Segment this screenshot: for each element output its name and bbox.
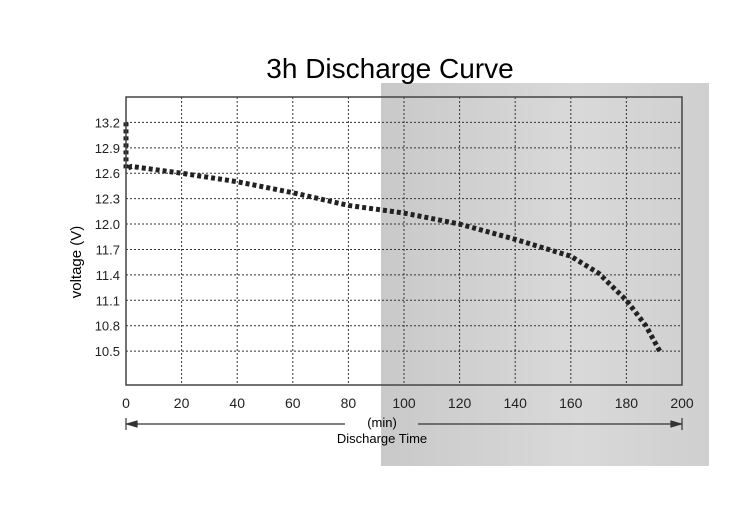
y-tick-label: 11.7: [96, 242, 120, 257]
y-tick-label: 11.1: [96, 293, 120, 308]
x-tick-label: 40: [229, 395, 245, 411]
y-tick-label: 10.8: [95, 319, 120, 334]
y-axis-label: voltage (V): [68, 226, 85, 299]
x-tick-label: 60: [285, 395, 301, 411]
x-tick-label: 180: [615, 395, 639, 411]
x-axis-label: Discharge Time: [337, 431, 427, 446]
y-tick-label: 12.6: [95, 166, 120, 181]
x-tick-label: 140: [504, 395, 528, 411]
discharge-curve: [123, 122, 662, 353]
y-tick-label: 10.5: [95, 344, 120, 359]
plot-frame: [125, 96, 683, 386]
y-tick-label: 12.0: [95, 217, 120, 232]
y-tick-label: 11.4: [96, 268, 120, 283]
x-tick-label: 0: [122, 395, 130, 411]
x-tick-label: 120: [448, 395, 472, 411]
chart-title: 3h Discharge Curve: [266, 53, 513, 84]
time-arrow: [124, 418, 684, 430]
x-unit-label: (min): [367, 415, 397, 430]
y-tick-label: 12.3: [95, 192, 120, 207]
y-tick-label: 13.2: [95, 115, 120, 130]
x-tick-label: 200: [670, 395, 694, 411]
x-tick-label: 20: [174, 395, 190, 411]
x-tick-label: 80: [341, 395, 357, 411]
y-tick-label: 12.9: [95, 141, 120, 156]
x-tick-label: 160: [559, 395, 583, 411]
x-tick-label: 100: [392, 395, 416, 411]
